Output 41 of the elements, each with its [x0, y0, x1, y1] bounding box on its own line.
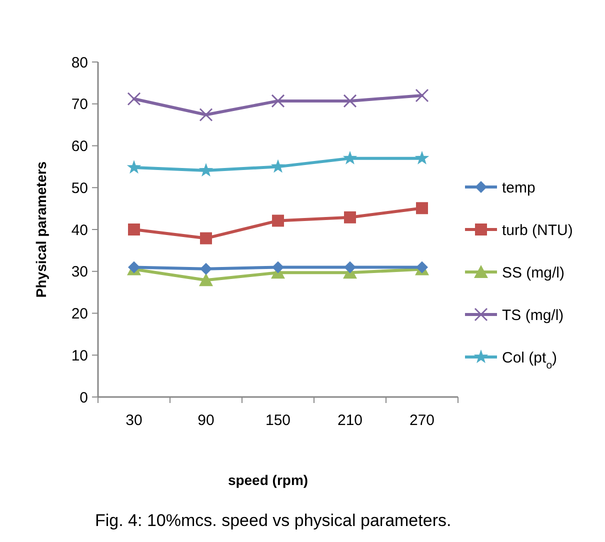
- x-tick-label: 210: [337, 412, 363, 429]
- point: [272, 261, 284, 274]
- point: [199, 108, 213, 122]
- point: [343, 94, 357, 108]
- legend-label: Col (pt$_{o}$): [502, 349, 558, 372]
- point: [414, 150, 430, 164]
- point: [342, 150, 358, 164]
- y-axis-title: Physical parameters: [33, 161, 49, 298]
- legend-label: turb (NTU): [502, 222, 573, 239]
- x-axis-title: speed (rpm): [228, 472, 308, 488]
- point: [415, 88, 429, 102]
- x-tick-label: 90: [198, 412, 214, 429]
- point: [416, 202, 428, 214]
- point: [198, 162, 214, 177]
- x-tick-label: 30: [126, 412, 142, 429]
- point: [271, 94, 285, 108]
- legend-label: SS (mg/l): [502, 264, 565, 282]
- point: [200, 262, 212, 275]
- point: [126, 160, 142, 174]
- point: [270, 159, 286, 173]
- x-tick-label: 150: [265, 412, 291, 429]
- legend-label: TS (mg/l): [502, 306, 564, 324]
- point: [272, 214, 284, 227]
- point: [127, 92, 141, 106]
- y-tick-label: 20: [71, 306, 88, 322]
- legend-label: temp: [502, 179, 536, 196]
- point: [200, 232, 212, 244]
- point: [344, 211, 356, 224]
- y-tick-label: 30: [71, 264, 88, 281]
- y-tick-label: 60: [71, 138, 88, 155]
- y-tick-label: 50: [71, 180, 88, 197]
- y-tick-label: 10: [71, 347, 88, 364]
- caption: Fig. 4: 10%mcs. speed vs physical parameters.: [95, 511, 452, 530]
- y-tick-label: 0: [80, 389, 88, 406]
- point: [199, 273, 213, 286]
- point: [128, 224, 140, 236]
- y-tick-label: 70: [71, 96, 88, 114]
- y-tick-label: 40: [71, 222, 88, 239]
- point: [344, 261, 356, 274]
- x-tick-label: 270: [409, 412, 435, 429]
- y-tick-label: 80: [71, 54, 88, 72]
